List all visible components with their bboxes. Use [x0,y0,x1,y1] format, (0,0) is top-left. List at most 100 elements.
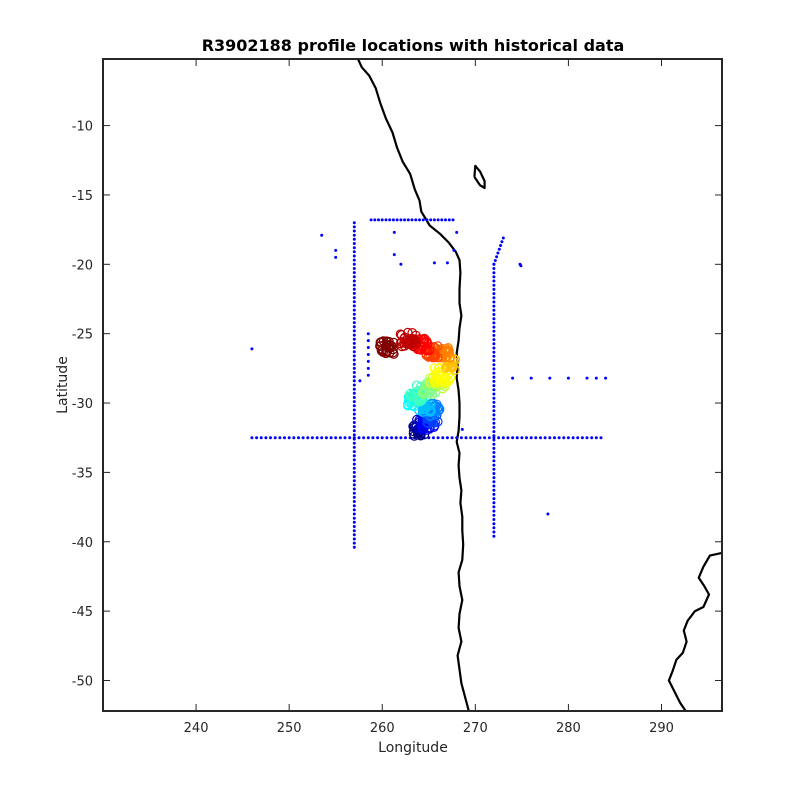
historical-points-layer [250,218,608,549]
historical-point [557,436,561,440]
historical-point [492,509,496,513]
chart-title: R3902188 profile locations with historic… [202,36,625,55]
profile-point [421,350,432,361]
historical-point [287,436,291,440]
historical-point [425,218,429,222]
historical-point [352,421,356,424]
historical-point [469,436,473,440]
profile-point [384,347,395,358]
x-axis-label: Longitude [378,740,448,756]
historical-point [455,436,459,440]
x-axis-ticks: 240 250 260 270 280 290 [184,59,674,736]
historical-point [492,342,496,346]
profile-point [405,391,416,402]
historical-point [499,244,503,247]
historical-point [492,472,496,475]
historical-point [492,300,496,304]
historical-point [369,218,373,222]
historical-point [352,358,356,362]
y-tick-label: -30 [72,397,93,412]
profile-point [376,337,386,347]
historical-point [352,275,356,279]
historical-point [352,512,356,516]
historical-point [366,436,370,440]
y-axis-ticks: -10 -15 -20 -25 -30 -35 -40 -45 -50 [72,120,722,689]
profile-point [442,361,452,372]
historical-point [492,484,496,488]
historical-point [440,218,444,222]
historical-point [571,436,575,440]
historical-point [352,470,356,474]
historical-point [492,409,496,413]
profile-point [441,345,452,356]
coastline-segment [356,59,470,711]
historical-point [306,436,310,440]
historical-point [492,400,496,404]
historical-point [492,375,496,379]
historical-point [487,436,491,440]
historical-point [492,476,496,480]
historical-point [352,258,356,262]
y-tick-label: -20 [72,258,93,273]
historical-point [324,436,328,440]
historical-point [404,436,407,440]
historical-point [497,247,501,251]
historical-point [338,436,342,440]
profile-point [450,365,460,375]
historical-point [352,246,356,250]
historical-point [352,416,356,420]
historical-point [352,291,356,295]
historical-point [495,255,499,259]
historical-point [352,321,356,325]
historical-point [343,436,347,440]
historical-point [492,354,496,358]
historical-point [492,430,496,434]
y-tick-label: -15 [72,189,93,204]
coastline-segment [667,551,722,711]
historical-point [352,491,356,495]
historical-point [310,436,314,440]
historical-point [515,436,519,440]
historical-point [418,218,421,222]
historical-point [492,513,496,517]
profile-point [405,339,416,350]
historical-point [492,363,496,367]
historical-point [585,436,589,440]
historical-point [492,296,496,300]
historical-point [519,264,523,268]
historical-point [352,537,356,541]
historical-point [432,261,436,265]
historical-point [366,346,370,349]
historical-point [548,376,552,380]
historical-point [250,436,254,440]
x-tick-label: 240 [184,721,209,736]
historical-point [492,480,496,484]
historical-point [410,218,414,222]
historical-point [352,308,356,312]
historical-point [492,325,496,329]
historical-point [444,218,447,222]
historical-point [399,262,403,266]
historical-point [352,479,356,483]
historical-point [492,459,496,463]
historical-point [352,337,356,341]
historical-point [492,442,496,446]
historical-point [352,541,356,545]
historical-point [358,379,362,383]
historical-point [352,437,356,441]
historical-point [432,218,436,222]
historical-point [352,495,356,499]
historical-point [334,436,338,440]
historical-point [259,436,263,440]
historical-point [492,388,496,392]
historical-point [352,279,356,283]
historical-point [292,436,296,440]
historical-point [492,304,496,308]
historical-point [483,436,487,440]
historical-point [352,387,356,391]
historical-point [352,242,356,245]
historical-point [352,341,356,345]
historical-point [492,292,496,296]
historical-point [492,308,496,312]
profile-point [375,341,385,351]
